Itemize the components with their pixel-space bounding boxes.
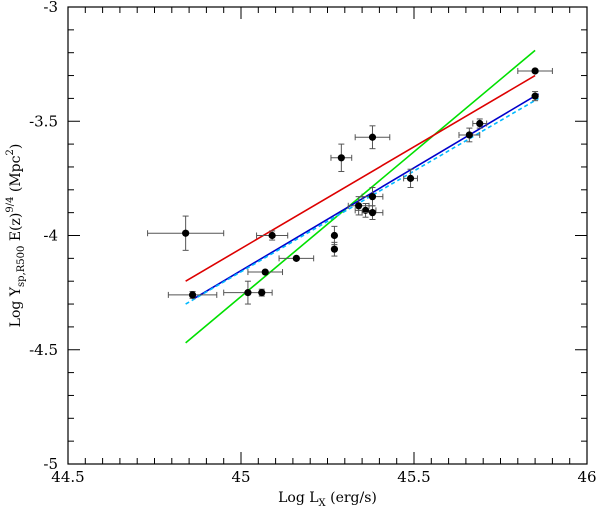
fit-line xyxy=(185,97,539,305)
data-point xyxy=(361,187,384,207)
data-point xyxy=(403,168,418,189)
data-point xyxy=(167,290,218,299)
data-point xyxy=(256,230,289,241)
point-marker xyxy=(465,131,473,139)
data-point xyxy=(330,143,353,173)
tick-labels: 44.5 45 45.5 46 -5 -4.5 -4 -3.5 -3 xyxy=(29,0,596,486)
data-point xyxy=(472,118,488,129)
data-point xyxy=(517,67,553,75)
y-tick-label: -4.5 xyxy=(29,341,58,359)
data-point xyxy=(531,91,539,102)
fit-line xyxy=(185,74,536,282)
x-tick-label: 45.5 xyxy=(397,468,430,486)
data-point xyxy=(347,196,370,216)
y-tick-label: -5 xyxy=(43,455,58,473)
point-marker xyxy=(182,229,190,237)
data-point xyxy=(330,225,339,246)
data-point xyxy=(247,268,284,276)
x-tick-label: 45 xyxy=(231,468,250,486)
point-marker xyxy=(337,154,345,162)
data-point xyxy=(278,254,315,262)
point-marker xyxy=(330,245,339,253)
data-point xyxy=(258,288,266,297)
data-points xyxy=(147,67,553,305)
point-marker xyxy=(406,174,415,182)
point-marker xyxy=(244,289,252,297)
x-tick-label: 44.5 xyxy=(51,468,84,486)
y-axis-title: Log Ysp,R500 E(z)9/4 (Mpc2) xyxy=(5,144,27,328)
y-tick-label: -3 xyxy=(43,0,58,16)
point-marker xyxy=(476,119,484,128)
data-point xyxy=(354,125,391,150)
point-marker xyxy=(355,202,363,210)
data-point xyxy=(458,127,481,143)
data-point xyxy=(330,241,339,257)
point-marker xyxy=(261,268,269,276)
point-marker xyxy=(188,291,197,299)
y-tick-label: -3.5 xyxy=(29,112,58,130)
data-point xyxy=(147,215,225,251)
data-point xyxy=(223,280,273,305)
point-marker xyxy=(268,231,276,240)
point-marker xyxy=(368,133,377,141)
plot-frame xyxy=(67,6,588,465)
point-marker xyxy=(292,254,300,262)
point-marker xyxy=(368,193,377,201)
point-marker xyxy=(368,209,377,217)
x-axis-title: Log LX (erg/s) xyxy=(278,490,377,509)
point-marker xyxy=(531,92,539,100)
data-point xyxy=(361,205,384,221)
point-marker xyxy=(531,67,539,75)
axis-ticks xyxy=(67,6,588,465)
point-marker xyxy=(330,231,339,240)
y-tick-label: -4 xyxy=(43,227,58,245)
x-tick-label: 46 xyxy=(577,468,596,486)
point-marker xyxy=(258,289,266,297)
